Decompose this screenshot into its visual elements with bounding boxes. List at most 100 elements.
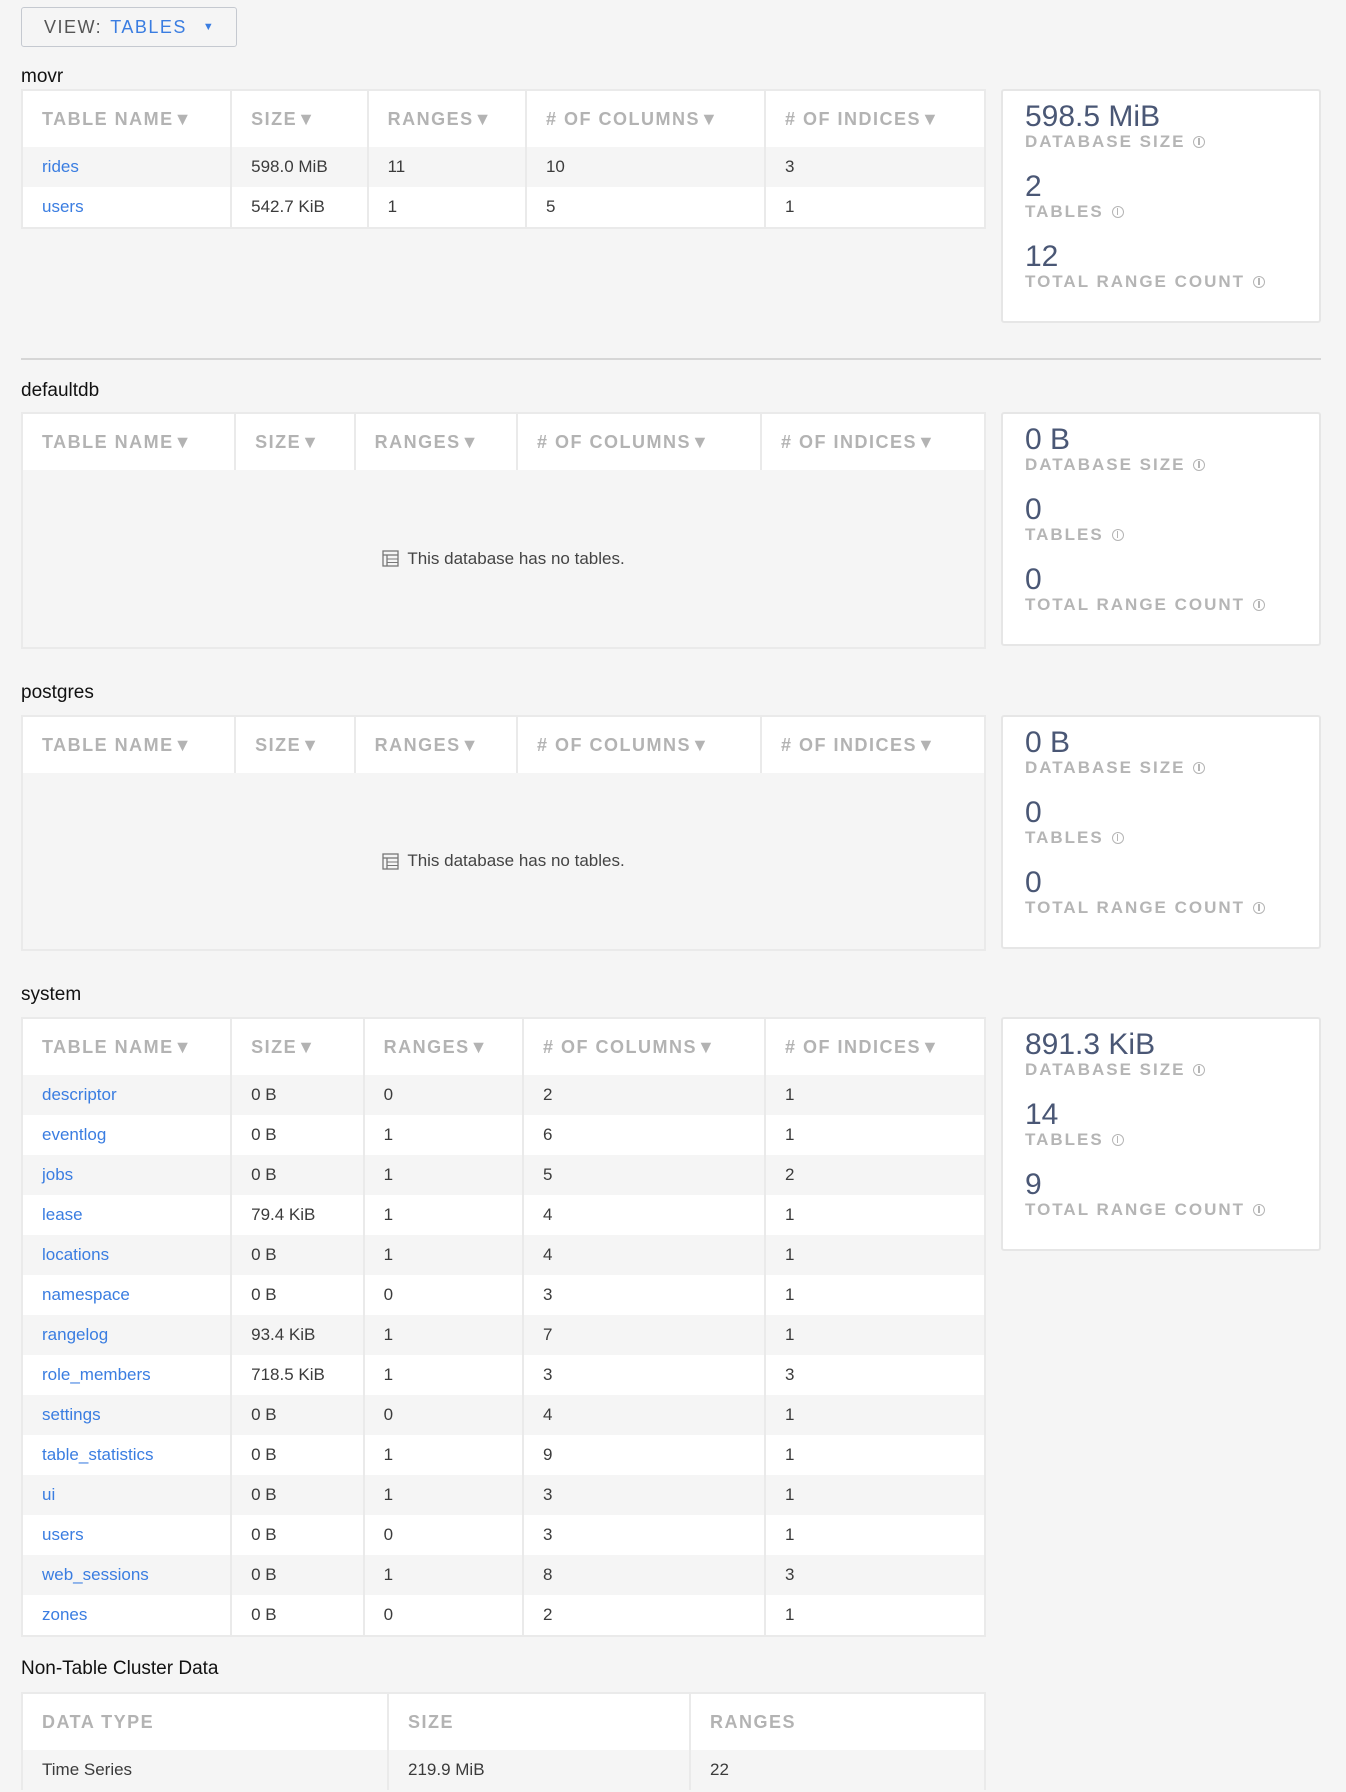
column-header-sort[interactable]: # OF INDICES▼	[780, 734, 937, 755]
table-name-link[interactable]: eventlog	[23, 1115, 233, 1155]
table-name-link[interactable]: zones	[23, 1595, 233, 1635]
total-range-count-label: TOTAL RANGE COUNT	[1025, 273, 1319, 291]
tables-table: TABLE NAME▼ SIZE▼ RANGES▼ # OF COLUMNS▼ # OF…	[21, 89, 986, 229]
column-header-sort[interactable]: # OF COLUMNS▼	[518, 717, 762, 773]
table-cell: 4	[524, 1395, 766, 1435]
table-name-link[interactable]: descriptor	[23, 1075, 233, 1115]
total-range-count-label-text: TOTAL RANGE COUNT	[1025, 272, 1246, 291]
table-cell: 1	[365, 1355, 524, 1395]
column-header-sort[interactable]: # OF INDICES▼	[784, 1036, 941, 1057]
table-name-link[interactable]: web_sessions	[23, 1555, 233, 1595]
table-cell: 542.7 KiB	[232, 187, 369, 227]
empty-state: This database has no tables.	[23, 773, 984, 949]
column-header-sort[interactable]: # OF INDICES▼	[780, 431, 937, 452]
table-cell: 8	[524, 1555, 766, 1595]
table-count-label-text: TABLES	[1025, 202, 1104, 221]
info-icon[interactable]	[1111, 832, 1124, 844]
table-cell: 1	[784, 1485, 795, 1504]
table-name-link[interactable]: rides	[23, 147, 233, 187]
empty-message: This database has no tables.	[407, 851, 625, 870]
info-icon[interactable]	[1253, 1204, 1266, 1216]
info-icon[interactable]	[1111, 529, 1124, 541]
non-table-title: Non-Table Cluster Data	[21, 1658, 219, 1679]
column-header-sort[interactable]: SIZE▼	[232, 1019, 365, 1075]
column-header-sort[interactable]: SIZE▼	[232, 91, 369, 147]
column-header-sort[interactable]: TABLE NAME▼	[23, 1019, 233, 1075]
column-header-sort[interactable]: TABLE NAME▼	[23, 91, 233, 147]
column-header-sort[interactable]: RANGES▼	[356, 414, 518, 470]
view-selector-dropdown[interactable]: VIEW: TABLES ▼	[21, 7, 237, 47]
table-icon	[382, 852, 399, 870]
table-cell: 3	[524, 1515, 766, 1555]
table-cell: 4	[524, 1195, 766, 1235]
table-name-link[interactable]: lease	[23, 1195, 233, 1235]
table-cell: 1	[365, 1115, 524, 1155]
table-cell: 1	[365, 1195, 524, 1235]
database-name: movr	[21, 66, 64, 87]
table-cell: 1	[784, 1605, 795, 1624]
database-size-label-text: DATABASE SIZE	[1025, 455, 1186, 474]
total-range-count-label-text: TOTAL RANGE COUNT	[1025, 898, 1246, 917]
column-header-sort[interactable]: TABLE NAME▼	[23, 717, 237, 773]
table-cell: 2	[784, 1165, 795, 1184]
info-icon[interactable]	[1253, 276, 1266, 288]
table-header-row: DATA TYPE SIZE RANGES	[23, 1694, 984, 1750]
database-size-value: 891.3 KiB	[1025, 1028, 1156, 1061]
column-header-sort[interactable]: # OF COLUMNS▼	[518, 414, 762, 470]
info-icon[interactable]	[1111, 206, 1124, 218]
column-header: RANGES	[710, 1711, 797, 1732]
column-header: DATA TYPE	[23, 1694, 389, 1750]
column-header-sort[interactable]: # OF COLUMNS▼	[524, 1019, 766, 1075]
column-header-sort[interactable]: # OF COLUMNS▼	[527, 91, 766, 147]
table-cell: 0 B	[232, 1395, 365, 1435]
info-icon[interactable]	[1253, 902, 1266, 914]
column-header-sort[interactable]: RANGES▼	[356, 717, 518, 773]
column-header-sort[interactable]: RANGES▼	[365, 1019, 524, 1075]
table-name-link[interactable]: settings	[23, 1395, 233, 1435]
info-icon[interactable]	[1253, 599, 1266, 611]
table-cell: 79.4 KiB	[232, 1195, 365, 1235]
column-header-sort[interactable]: RANGES▼	[369, 91, 527, 147]
table-name-link[interactable]: ui	[23, 1475, 233, 1515]
empty-message: This database has no tables.	[407, 548, 625, 568]
column-header-sort[interactable]: TABLE NAME▼	[23, 414, 237, 470]
total-range-count-label: TOTAL RANGE COUNT	[1025, 899, 1319, 917]
table-count-label-text: TABLES	[1025, 828, 1104, 847]
info-icon[interactable]	[1193, 136, 1206, 148]
column-header-sort[interactable]: SIZE▼	[236, 414, 356, 470]
database-summary-card: 0 B DATABASE SIZE 0 TABLES 0 TOTAL RANGE COUN…	[1001, 715, 1321, 949]
table-name-link[interactable]: role_members	[23, 1355, 233, 1395]
table-row: Time Series 219.9 MiB 22	[23, 1750, 984, 1790]
table-name-link[interactable]: users	[23, 1515, 233, 1555]
table-row: lease 79.4 KiB 1 4 1	[23, 1195, 984, 1235]
table-name-link[interactable]: jobs	[23, 1155, 233, 1195]
table-cell: 1	[784, 1325, 795, 1344]
total-range-count-label-text: TOTAL RANGE COUNT	[1025, 1200, 1246, 1219]
table-cell: 1	[365, 1235, 524, 1275]
table-cell: Time Series	[23, 1750, 389, 1790]
info-icon[interactable]	[1111, 1134, 1124, 1146]
table-name-link[interactable]: namespace	[23, 1275, 233, 1315]
table-name-link[interactable]: table_statistics	[23, 1435, 233, 1475]
table-cell: 4	[524, 1235, 766, 1275]
table-name-link[interactable]: locations	[23, 1235, 233, 1275]
table-header-row: TABLE NAME▼ SIZE▼ RANGES▼ # OF COLUMNS▼ # OF…	[23, 717, 984, 773]
database-size-label-text: DATABASE SIZE	[1025, 1060, 1186, 1079]
table-cell: 1	[784, 1205, 795, 1224]
column-header-sort[interactable]: # OF INDICES▼	[784, 108, 941, 129]
table-cell: 0 B	[232, 1115, 365, 1155]
database-size-value: 0 B	[1025, 423, 1071, 456]
info-icon[interactable]	[1193, 1064, 1206, 1076]
table-name-link[interactable]: rangelog	[23, 1315, 233, 1355]
view-label: VIEW:	[44, 16, 103, 37]
database-size-value: 598.5 MiB	[1025, 100, 1161, 133]
column-header-sort[interactable]: SIZE▼	[236, 717, 356, 773]
table-cell: 0 B	[232, 1435, 365, 1475]
info-icon[interactable]	[1193, 762, 1206, 774]
table-count-value: 14	[1025, 1098, 1059, 1131]
table-name-link[interactable]: users	[23, 187, 233, 227]
info-icon[interactable]	[1193, 459, 1206, 471]
